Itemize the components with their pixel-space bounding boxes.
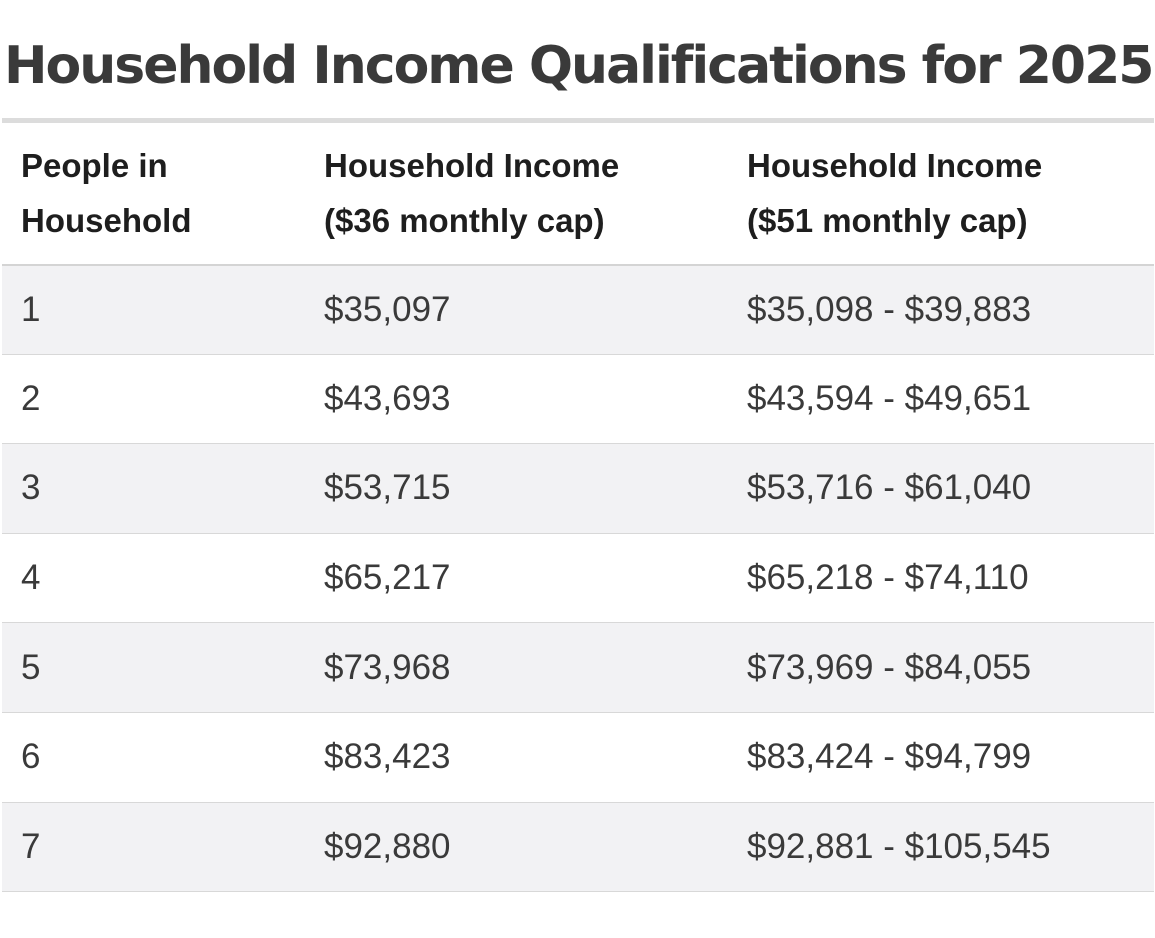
table-row: 5 $73,968 $73,969 - $84,055 (2, 622, 1154, 713)
table-row: 6 $83,423 $83,424 - $94,799 (2, 712, 1154, 803)
cell-people: 1 (2, 264, 305, 355)
cell-income-36-cap: $35,097 (305, 264, 728, 355)
column-header-people: People in Household (2, 120, 305, 266)
cell-people: 4 (2, 533, 305, 624)
column-header-income-36-cap: Household Income ($36 monthly cap) (305, 120, 728, 266)
table-row: 1 $35,097 $35,098 - $39,883 (2, 264, 1154, 355)
table-row: 2 $43,693 $43,594 - $49,651 (2, 354, 1154, 445)
cell-people: 2 (2, 354, 305, 445)
cell-income-51-cap: $73,969 - $84,055 (728, 622, 1154, 713)
cell-income-51-cap: $65,218 - $74,110 (728, 533, 1154, 624)
cell-people: 6 (2, 712, 305, 803)
income-table-container: People in Household Household Income ($3… (2, 118, 1154, 893)
cell-income-51-cap: $53,716 - $61,040 (728, 443, 1154, 534)
cell-income-36-cap: $43,693 (305, 354, 728, 445)
cell-income-36-cap: $83,423 (305, 712, 728, 803)
cell-people: 3 (2, 443, 305, 534)
column-header-line: ($51 monthly cap) (747, 202, 1028, 240)
cell-income-51-cap: $92,881 - $105,545 (728, 802, 1154, 893)
cell-people: 5 (2, 622, 305, 713)
header-row: People in Household Household Income ($3… (2, 120, 1154, 266)
table-header: People in Household Household Income ($3… (2, 120, 1154, 266)
column-header-line: ($36 monthly cap) (324, 202, 605, 240)
table-row: 3 $53,715 $53,716 - $61,040 (2, 443, 1154, 534)
column-header-line: Household Income (747, 147, 1043, 185)
cell-income-51-cap: $43,594 - $49,651 (728, 354, 1154, 445)
cell-income-36-cap: $92,880 (305, 802, 728, 893)
column-header-income-51-cap: Household Income ($51 monthly cap) (728, 120, 1154, 266)
table-row: 7 $92,880 $92,881 - $105,545 (2, 802, 1154, 893)
cell-income-36-cap: $53,715 (305, 443, 728, 534)
cell-people: 7 (2, 802, 305, 893)
page-title: Household Income Qualifications for 2025 (4, 36, 1154, 96)
cell-income-51-cap: $35,098 - $39,883 (728, 264, 1154, 355)
cell-income-36-cap: $65,217 (305, 533, 728, 624)
column-header-line: Household (21, 202, 192, 240)
income-qualifications-table: People in Household Household Income ($3… (2, 118, 1154, 893)
column-header-line: People in (21, 147, 168, 185)
table-body: 1 $35,097 $35,098 - $39,883 2 $43,693 $4… (2, 264, 1154, 893)
cell-income-51-cap: $83,424 - $94,799 (728, 712, 1154, 803)
column-header-line: Household Income (324, 147, 620, 185)
cell-income-36-cap: $73,968 (305, 622, 728, 713)
table-row: 4 $65,217 $65,218 - $74,110 (2, 533, 1154, 624)
